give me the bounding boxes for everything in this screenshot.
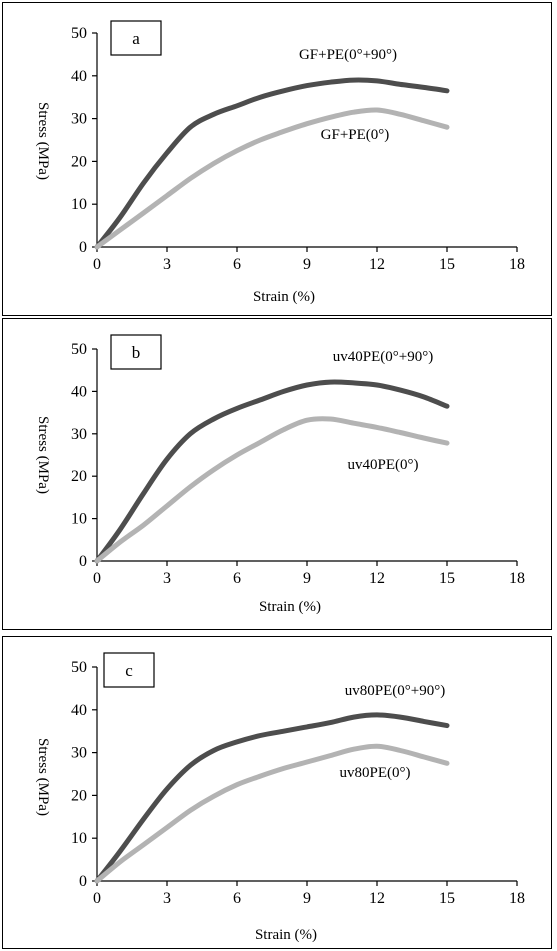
y-axis-label: Stress (MPa)	[35, 416, 51, 494]
x-tick-label: 12	[369, 570, 385, 587]
chart-panel-a: 0 3 6 9 12 15 18 0 10 20 30 40 50 Strain (%) Stress (M…	[2, 2, 552, 316]
series-label-2: uv40PE(0°)	[348, 457, 419, 473]
x-tick-label: 15	[439, 256, 455, 273]
panel-label: a	[132, 29, 140, 48]
series-label-1: uv40PE(0°+90°)	[333, 349, 433, 365]
panel-label-box	[103, 652, 155, 688]
x-tick-label: 6	[233, 890, 241, 907]
y-tick-label: 0	[79, 553, 87, 570]
panel-label-box	[110, 334, 162, 370]
series-line-2	[94, 743, 450, 884]
chart-panel-b: 0 3 6 9 12 15 18 0 10 20 30 40 50 Strain (%) Stress (M…	[2, 318, 552, 630]
chart-panel-c: 0 3 6 9 12 15 18 0 10 20 30 40 50 Strain (%) Stress (M…	[2, 636, 552, 949]
y-tick-label: 10	[71, 830, 87, 847]
y-tick-label: 40	[71, 68, 87, 85]
x-tick-label: 3	[163, 256, 171, 273]
x-tick-label: 12	[369, 256, 385, 273]
x-tick-label: 3	[163, 890, 171, 907]
series-line-1	[94, 77, 450, 250]
x-tick-label: 18	[509, 256, 525, 273]
series-line-1	[94, 379, 450, 564]
series-line-2	[94, 107, 450, 250]
y-tick-label: 50	[71, 25, 87, 42]
y-tick-label: 10	[71, 196, 87, 213]
y-axis-label: Stress (MPa)	[35, 738, 51, 816]
x-tick-label: 12	[369, 890, 385, 907]
chart-c-svg: 0 3 6 9 12 15 18 0 10 20 30 40 50 Strain (%) Stress (M…	[35, 652, 525, 943]
y-axis-label: Stress (MPa)	[35, 102, 51, 180]
y-tick-label: 20	[71, 153, 87, 170]
series-label-1: GF+PE(0°+90°)	[299, 47, 397, 63]
x-tick-label: 6	[233, 256, 241, 273]
y-tick-label: 30	[71, 111, 87, 128]
x-tick-label: 0	[93, 256, 101, 273]
x-tick-label: 9	[303, 256, 311, 273]
series-label-2: uv80PE(0°)	[340, 765, 411, 781]
x-tick-label: 9	[303, 570, 311, 587]
series-line-2	[94, 416, 450, 564]
x-tick-label: 0	[93, 570, 101, 587]
y-tick-label: 30	[71, 426, 87, 443]
y-tick-label: 10	[71, 511, 87, 528]
x-tick-label: 18	[509, 570, 525, 587]
panel-label: c	[125, 661, 133, 680]
y-tick-label: 30	[71, 745, 87, 762]
x-tick-label: 3	[163, 570, 171, 587]
y-tick-label: 50	[71, 659, 87, 676]
x-tick-label: 15	[439, 570, 455, 587]
x-axis-label: Strain (%)	[255, 927, 317, 943]
y-tick-label: 50	[71, 341, 87, 358]
y-tick-label: 40	[71, 702, 87, 719]
chart-a-svg: 0 3 6 9 12 15 18 0 10 20 30 40 50 Strain (%) Stress (M…	[35, 20, 525, 305]
x-tick-label: 15	[439, 890, 455, 907]
series-label-1: uv80PE(0°+90°)	[345, 683, 445, 699]
panel-label: b	[132, 343, 141, 362]
x-tick-label: 18	[509, 890, 525, 907]
x-axis-label: Strain (%)	[259, 599, 321, 615]
series-label-2: GF+PE(0°)	[321, 127, 390, 143]
x-tick-label: 0	[93, 890, 101, 907]
y-tick-label: 0	[79, 873, 87, 890]
x-tick-label: 6	[233, 570, 241, 587]
y-tick-label: 0	[79, 239, 87, 256]
x-tick-label: 9	[303, 890, 311, 907]
x-axis-label: Strain (%)	[253, 289, 315, 305]
y-tick-label: 20	[71, 468, 87, 485]
series-line-1	[94, 712, 450, 884]
y-tick-label: 20	[71, 787, 87, 804]
chart-b-svg: 0 3 6 9 12 15 18 0 10 20 30 40 50 Strain (%) Stress (M…	[35, 334, 525, 615]
panel-label-box	[110, 20, 162, 56]
y-tick-label: 40	[71, 383, 87, 400]
